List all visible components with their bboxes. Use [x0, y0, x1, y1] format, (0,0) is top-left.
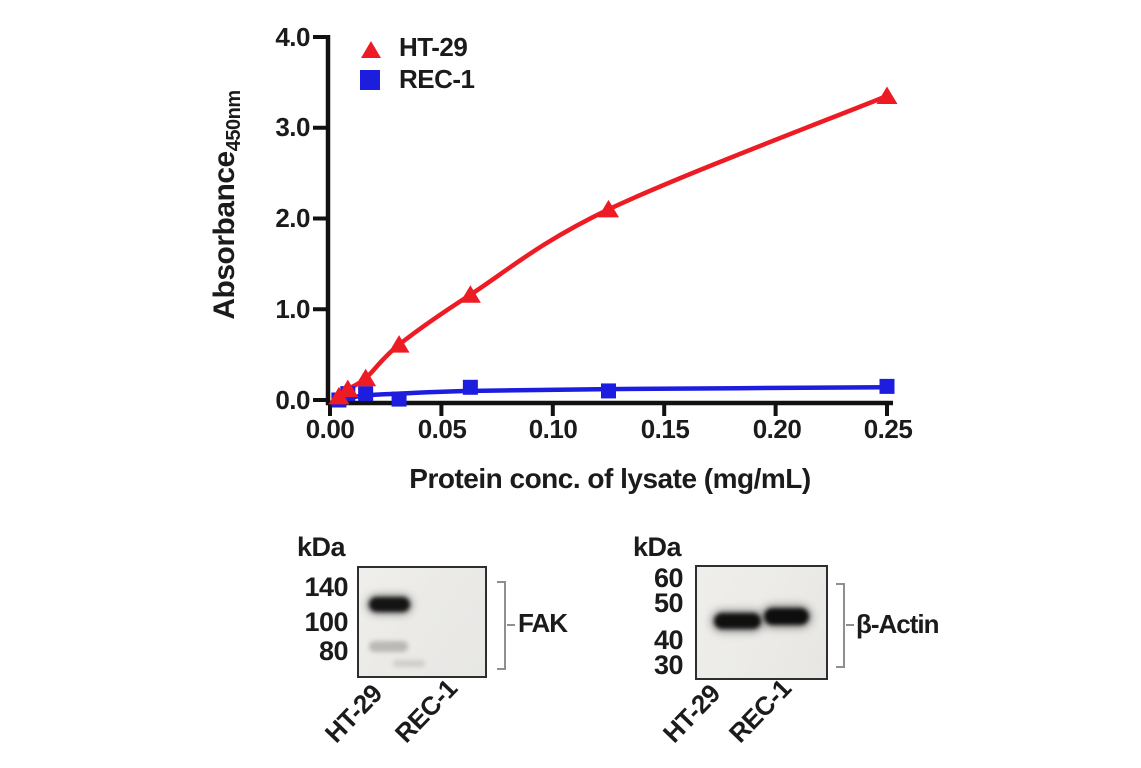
x-tick-label-3: 0.15: [640, 414, 690, 444]
fak-band-strong: [369, 597, 410, 612]
y-tick-label-0: 0.0: [275, 385, 310, 415]
actin-band-rec1: [764, 608, 809, 625]
actin-lane-label-rec1: REC-1: [722, 673, 797, 749]
y-tick-label-3: 3.0: [275, 112, 310, 142]
actin-kda-header: kDa: [633, 532, 682, 562]
data-point-triangle-ht-29: [337, 379, 359, 398]
actin-band-ht29: [714, 613, 761, 629]
data-point-square-rec-1: [879, 378, 895, 394]
data-point-triangle-ht-29: [459, 285, 481, 303]
fak-bracket: [497, 581, 506, 670]
fak-bracket-tick: [507, 624, 515, 626]
x-axis-title: Protein conc. of lysate (mg/mL): [409, 463, 811, 494]
fak-band-faint: [369, 641, 408, 652]
fak-kda-header: kDa: [297, 532, 346, 562]
y-tick-label-2: 2.0: [275, 203, 310, 233]
actin-mw-40: 40: [653, 625, 684, 655]
fak-lane-label-ht29: HT-29: [318, 678, 388, 749]
actin-bracket-tick: [846, 624, 854, 626]
fak-band-trace: [393, 660, 425, 667]
y-tick-label-1: 1.0: [275, 294, 310, 324]
data-point-triangle-ht-29: [355, 368, 377, 387]
fak-lane-label-rec1: REC-1: [388, 673, 463, 749]
legend-label-ht29: HT-29: [399, 32, 468, 62]
actin-bracket: [836, 583, 845, 668]
actin-blot-image: [695, 565, 828, 680]
data-point-square-rec-1: [391, 391, 407, 407]
y-tick-label-4: 4.0: [275, 22, 310, 52]
fak-blot-image: [357, 566, 487, 678]
actin-mw-30: 30: [653, 650, 684, 680]
fak-mw-80: 80: [318, 636, 349, 666]
actin-mw-50: 50: [653, 588, 684, 618]
actin-bracket-label: β-Actin: [856, 609, 940, 639]
legend-triangle-marker-icon: [361, 41, 381, 58]
data-point-triangle-ht-29: [388, 335, 410, 353]
x-tick-label-0: 0.00: [305, 414, 355, 444]
data-point-square-rec-1: [462, 379, 478, 395]
x-tick-label-2: 0.10: [528, 414, 578, 444]
x-tick-label-5: 0.25: [863, 414, 913, 444]
series-curve-ht-29: [336, 93, 890, 399]
plot-area: [313, 35, 898, 416]
fak-mw-100: 100: [304, 607, 348, 637]
data-point-triangle-ht-29: [598, 199, 619, 218]
data-point-square-rec-1: [358, 386, 374, 402]
legend-square-marker-icon: [360, 70, 380, 90]
data-point-square-rec-1: [601, 383, 616, 399]
fak-bracket-label: FAK: [518, 608, 568, 638]
x-tick-label-1: 0.05: [417, 414, 467, 444]
data-point-triangle-ht-29: [876, 86, 898, 104]
legend-label-rec1: REC-1: [399, 64, 475, 94]
actin-mw-60: 60: [653, 563, 684, 593]
fak-mw-140: 140: [304, 572, 348, 602]
y-axis-label-text: Absorbance: [208, 151, 241, 320]
actin-lane-label-ht29: HT-29: [656, 678, 726, 749]
x-tick-label-4: 0.20: [752, 414, 802, 444]
